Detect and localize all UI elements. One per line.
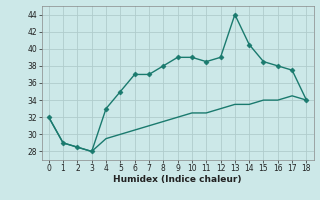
- X-axis label: Humidex (Indice chaleur): Humidex (Indice chaleur): [113, 175, 242, 184]
